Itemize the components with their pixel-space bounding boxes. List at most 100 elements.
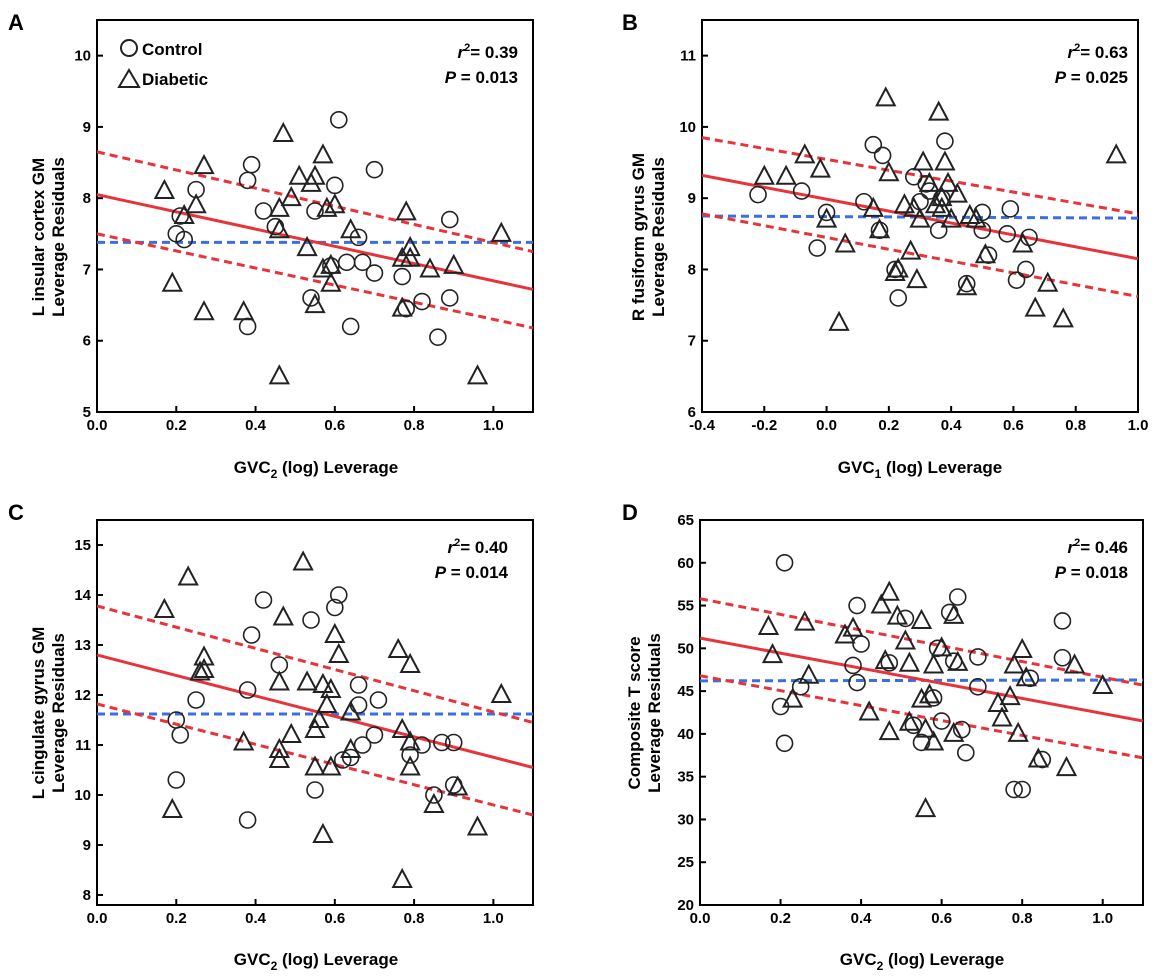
r2-value-b: r2= 0.63 (1068, 42, 1129, 62)
control-point (365, 726, 384, 744)
control-point (792, 182, 811, 200)
y-tick-label: 11 (680, 48, 696, 65)
diabetic-point (308, 707, 330, 728)
y-tick-label: 50 (677, 640, 694, 657)
diabetic-point (898, 651, 921, 672)
diabetic-point (918, 171, 941, 192)
diabetic-point (328, 642, 350, 663)
diabetic-point (1037, 271, 1059, 292)
control-point (238, 681, 257, 699)
diabetic-point (268, 670, 290, 691)
control-point (306, 202, 324, 220)
control-point (187, 180, 205, 199)
diabetic-point (893, 193, 916, 214)
diabetic-point (193, 300, 215, 321)
diabetic-point (1063, 653, 1086, 674)
diabetic-point (862, 196, 884, 217)
diabetic-point (272, 605, 294, 626)
diabetic-point (912, 150, 934, 171)
x-tick-label: 0.2 (166, 417, 187, 434)
control-point (393, 267, 412, 286)
diabetic-point (922, 730, 945, 751)
panel-d: D 0.0 0.2 0.4 0.6 0.8 1.0 20 25 30 35 40 45 50 55 60 65… (622, 500, 1144, 973)
diabetic-point (316, 196, 338, 217)
diabetic-point (914, 717, 937, 738)
regression-line (702, 173, 1138, 261)
diabetic-point (878, 161, 900, 182)
control-point (349, 676, 368, 694)
plot-lines (97, 604, 533, 817)
control-point (749, 185, 767, 204)
control-point (254, 591, 273, 609)
diabetic-point (340, 218, 362, 239)
control-point (844, 656, 862, 675)
y-tick-label: 13 (74, 637, 91, 654)
x-axis-label-d: GVC2 (log) Leverage (840, 950, 1004, 973)
diabetic-point (399, 235, 421, 257)
y-axis-label-d-line1: Composite T score (625, 636, 644, 789)
diabetic-point (894, 629, 917, 650)
y-tick-label: 20 (677, 897, 694, 914)
diabetic-point (395, 200, 417, 221)
diabetic-point (304, 292, 326, 314)
control-point (167, 771, 186, 789)
diabetic-point (946, 182, 969, 203)
control-point (337, 253, 356, 272)
x-tick-label: 0.4 (245, 910, 267, 927)
y-tick-label: 45 (677, 683, 694, 700)
diabetic-point (324, 193, 346, 214)
control-point (848, 596, 866, 615)
confidence-upper-line (97, 604, 533, 724)
diabetic-point (399, 755, 421, 776)
diabetic-point (324, 622, 346, 643)
control-point (1005, 780, 1023, 799)
control-point (873, 146, 892, 165)
x-tick-label: 0.8 (1012, 910, 1033, 927)
y-tick-label: 25 (677, 854, 694, 871)
confidence-lower-line (97, 232, 533, 330)
panel-label-b: B (622, 10, 638, 35)
diabetic-point (930, 636, 953, 657)
y-tick-label: 30 (677, 811, 694, 828)
diabetic-point (490, 221, 512, 242)
y-tick-label: 14 (74, 587, 91, 604)
y-tick-label: 7 (688, 333, 696, 350)
diabetic-point (268, 196, 290, 217)
x-tick-label: 1.0 (1128, 417, 1149, 434)
x-tick-label: 0.4 (851, 910, 873, 927)
p-value-d: P = 0.018 (1055, 563, 1128, 582)
control-point (440, 210, 459, 229)
confidence-upper-line (97, 150, 533, 254)
control-point (852, 635, 870, 653)
control-point (369, 691, 388, 709)
x-tick-label: 0.8 (404, 417, 425, 434)
diabetic-point (1003, 653, 1025, 674)
x-axis-label-b: GVC1 (log) Leverage (838, 458, 1002, 481)
diabetic-point (842, 616, 864, 637)
confidence-upper-line (700, 597, 1143, 687)
diabetic-point (423, 792, 445, 813)
y-tick-label: 8 (688, 261, 696, 278)
control-point (775, 734, 794, 753)
panel-a: A 0.0 0.2 0.4 0.6 0.8 1.0 5 6 7 8 9 10 L insular co… (8, 10, 534, 481)
x-tick-label: 0.8 (404, 910, 425, 927)
diabetic-point (320, 755, 342, 776)
diabetic-point (918, 683, 941, 704)
diabetic-point (153, 597, 176, 618)
diabetic-point (781, 687, 804, 708)
control-point (329, 110, 348, 129)
diabetic-point (1015, 666, 1037, 687)
diabetic-point (903, 196, 925, 217)
diabetic-point (858, 700, 880, 721)
control-point (302, 611, 320, 629)
control-point (817, 203, 836, 222)
control-point (864, 135, 883, 154)
control-point (238, 811, 257, 829)
control-point (929, 221, 948, 240)
diabetic-point (809, 157, 832, 178)
control-point (998, 225, 1017, 243)
diabetic-point (268, 218, 290, 239)
diabetic-point (193, 645, 215, 666)
diabetic-point (312, 822, 334, 843)
diabetic-point (899, 239, 922, 260)
